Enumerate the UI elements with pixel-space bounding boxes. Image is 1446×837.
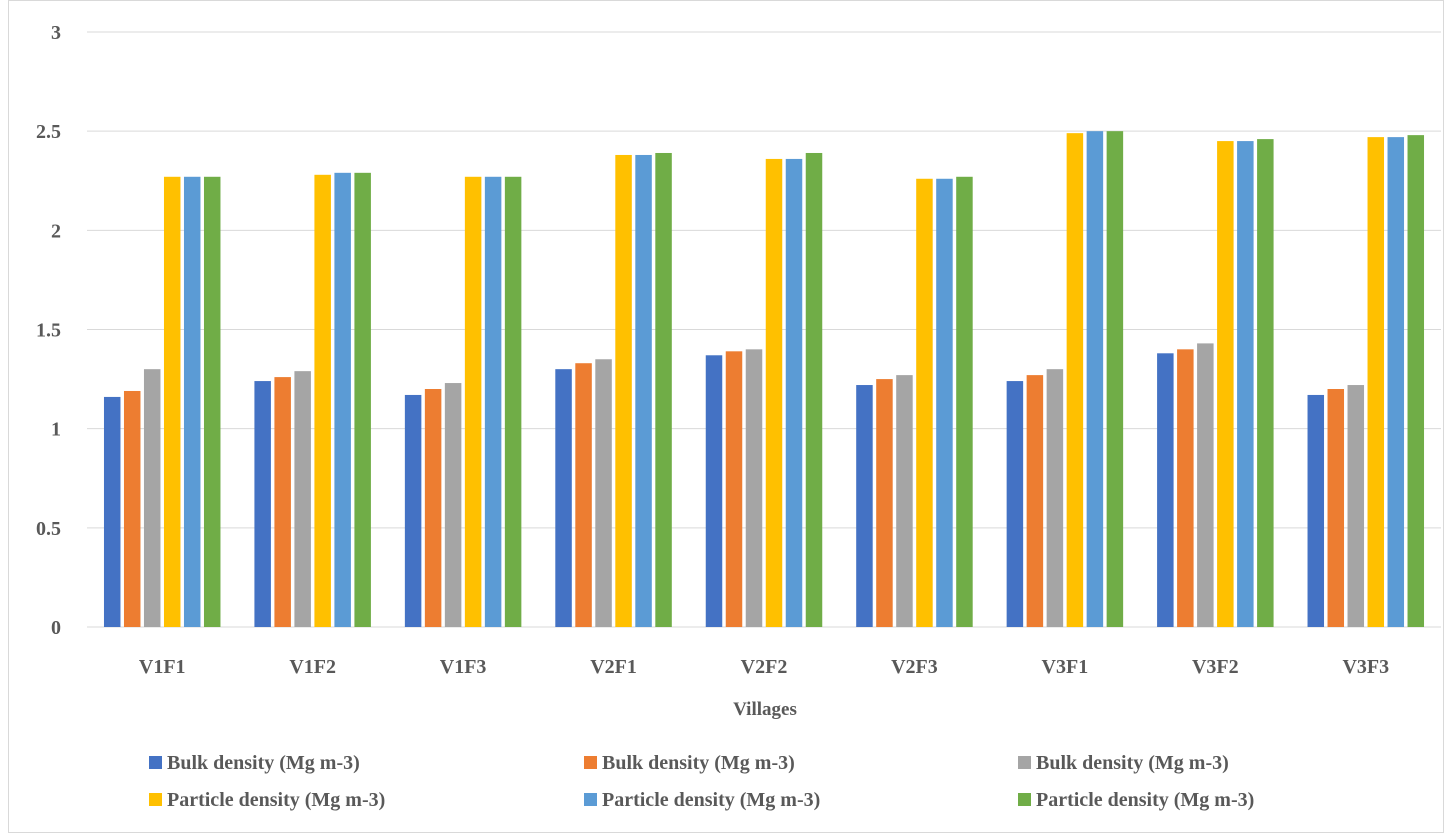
y-tick-label: 1 [51,419,61,441]
bar-v1f3-series-5 [484,176,502,628]
y-tick-label: 0 [51,617,61,639]
bars [103,131,1425,628]
legend-label: Particle density (Mg m-3) [602,789,820,811]
bar-v1f3-series-4 [464,176,482,628]
bar-v2f1-series-1 [555,369,572,627]
legend: Bulk density (Mg m-3) Bulk density (Mg m-… [149,752,1254,811]
bar-v2f3-series-4 [916,178,933,627]
y-axis-ticks: 0 0.5 1 1.5 2 2.5 3 [36,22,61,639]
bar-v2f3-series-1 [856,385,873,627]
legend-swatch [149,793,162,806]
bar-v2f2-series-5 [785,158,803,627]
bar-v3f2-series-6 [1257,139,1274,627]
bar-v2f1-series-3 [595,359,612,627]
bar-v3f1-series-2 [1026,375,1044,627]
bar-v2f3-series-6 [956,176,973,628]
y-tick-label: 3 [51,22,61,44]
bar-v1f1-series-4 [163,176,181,628]
bar-v3f2-series-3 [1197,343,1214,627]
bar-chart: 0 0.5 1 1.5 2 2.5 3 V1F1 V1F2 V1F3 V2F1 V2F2 V2F3 V3… [36,22,1441,811]
x-axis-title: Villages [733,699,797,720]
bar-v1f3-series-2 [424,389,442,627]
bar-v3f1-series-6 [1106,131,1124,627]
y-tick-label: 2 [51,220,61,242]
bar-v1f3-series-6 [504,176,522,628]
legend-swatch [1018,793,1031,806]
bar-v2f3-series-5 [936,178,953,627]
bar-v3f3-series-4 [1367,137,1385,627]
legend-label: Particle density (Mg m-3) [167,789,385,811]
y-tick-label: 0.5 [36,518,61,540]
bar-v3f2-series-5 [1237,141,1254,628]
x-axis-ticks: V1F1 V1F2 V1F3 V2F1 V2F2 V2F3 V3F1 V3F2 V3F3 [139,656,1389,678]
legend-label: Particle density (Mg m-3) [1036,789,1254,811]
x-tick-label: V2F2 [741,656,788,678]
bar-v3f3-series-6 [1407,135,1425,627]
bar-v3f3-series-3 [1347,385,1365,627]
bar-v2f1-series-2 [575,363,592,627]
bar-v1f1-series-6 [203,176,221,628]
bar-v1f3-series-1 [404,394,422,627]
legend-item: Bulk density (Mg m-3) [1018,752,1229,774]
legend-swatch [149,756,162,769]
bar-v1f2-series-1 [254,381,271,627]
legend-item: Particle density (Mg m-3) [1018,789,1254,811]
bar-v1f3-series-3 [444,383,462,627]
bar-v1f1-series-5 [183,176,201,628]
chart-frame: 0 0.5 1 1.5 2 2.5 3 V1F1 V1F2 V1F3 V2F1 V2F2 V2F3 V3… [8,0,1444,833]
bar-v2f2-series-6 [805,152,823,627]
x-tick-label: V3F1 [1042,656,1089,678]
y-tick-label: 1.5 [36,320,61,342]
bar-v1f2-series-6 [354,172,371,628]
legend-label: Bulk density (Mg m-3) [167,752,360,774]
bar-v2f3-series-3 [896,375,913,627]
legend-label: Bulk density (Mg m-3) [1036,752,1229,774]
bar-v2f2-series-1 [705,355,723,627]
legend-item: Particle density (Mg m-3) [149,789,385,811]
bar-v3f3-series-1 [1307,394,1325,627]
bar-v2f2-series-2 [725,351,743,627]
legend-swatch [584,756,597,769]
x-tick-label: V1F2 [289,656,336,678]
bar-v2f1-series-5 [635,154,652,627]
legend-item: Particle density (Mg m-3) [584,789,820,811]
bar-v2f2-series-4 [765,158,783,627]
bar-v3f1-series-3 [1046,369,1064,627]
bar-v1f2-series-3 [294,371,311,627]
gridlines [87,31,1441,628]
legend-item: Bulk density (Mg m-3) [149,752,360,774]
bar-v1f1-series-2 [123,390,141,627]
bar-v2f1-series-4 [615,154,632,627]
bar-v1f1-series-3 [143,369,161,627]
x-tick-label: V3F3 [1342,656,1389,678]
bar-v1f2-series-5 [334,172,351,628]
bar-v3f1-series-5 [1086,131,1104,627]
bar-v3f2-series-1 [1157,353,1174,627]
bar-v2f3-series-2 [876,379,893,627]
bar-v1f1-series-1 [103,396,121,627]
bar-v2f2-series-3 [745,349,763,627]
bar-v3f3-series-2 [1327,389,1345,627]
x-tick-label: V3F2 [1192,656,1239,678]
bar-v3f1-series-1 [1006,381,1024,627]
legend-item: Bulk density (Mg m-3) [584,752,795,774]
legend-label: Bulk density (Mg m-3) [602,752,795,774]
bar-v3f2-series-2 [1177,349,1194,627]
bar-v3f3-series-5 [1387,137,1405,627]
x-tick-label: V1F1 [139,656,186,678]
x-tick-label: V1F3 [440,656,487,678]
bar-v1f2-series-2 [274,377,291,627]
bar-v2f1-series-6 [655,152,672,627]
legend-swatch [584,793,597,806]
y-tick-label: 2.5 [36,121,61,143]
bar-v1f2-series-4 [314,174,331,628]
legend-swatch [1018,756,1031,769]
bar-v3f2-series-4 [1217,141,1234,628]
x-tick-label: V2F1 [590,656,637,678]
x-tick-label: V2F3 [891,656,938,678]
bar-v3f1-series-4 [1066,133,1084,627]
